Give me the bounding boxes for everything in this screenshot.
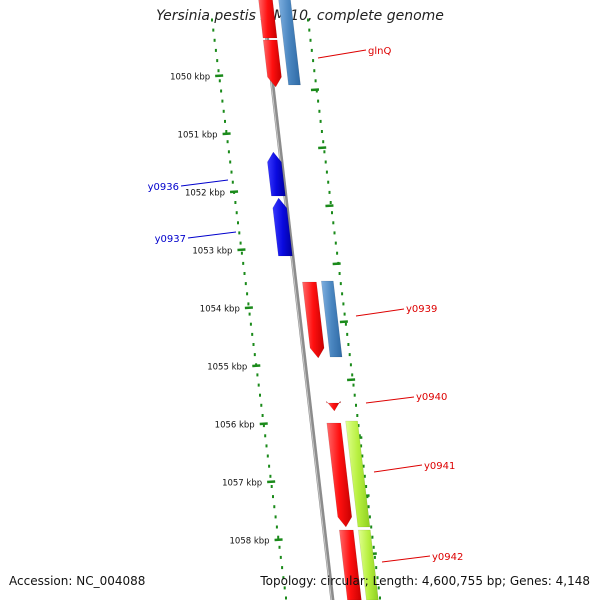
gene-label-y0936: y0936 bbox=[148, 182, 179, 193]
gene-label-y0942: y0942 bbox=[432, 552, 463, 563]
gene-label-y0941: y0941 bbox=[424, 461, 455, 472]
tick-mark bbox=[259, 422, 268, 426]
backbone-highlight bbox=[261, 0, 332, 600]
tick-mark bbox=[222, 132, 231, 136]
outer-tick-mark bbox=[339, 320, 348, 324]
gene-label-y0937: y0937 bbox=[155, 234, 186, 245]
tick-mark bbox=[252, 364, 261, 368]
gene-arrow-red bbox=[262, 39, 282, 88]
gene-arrow-red bbox=[339, 529, 362, 600]
gene-arrow-red bbox=[302, 281, 325, 359]
gene-label-leader bbox=[317, 49, 367, 59]
tick-mark bbox=[274, 538, 283, 542]
tick-label: 1057 kbp bbox=[222, 479, 262, 489]
accession-text: Accession: NC_004088 bbox=[9, 574, 146, 588]
gene-label-leader bbox=[355, 308, 405, 317]
gene-label-leader bbox=[187, 231, 237, 239]
tick-label: 1056 kbp bbox=[215, 421, 255, 431]
gene-arrow-lime bbox=[358, 529, 379, 600]
outer-tick-mark bbox=[347, 378, 356, 382]
gene-label-leader bbox=[373, 464, 423, 473]
gene-label-leader bbox=[365, 396, 415, 404]
map-title: Yersinia pestis KIM 10, complete genome bbox=[156, 8, 444, 24]
gene-arrow-steel bbox=[321, 280, 343, 358]
tick-label: 1050 kbp bbox=[170, 73, 210, 83]
tick-label: 1053 kbp bbox=[192, 247, 232, 257]
inner-dotted-guide bbox=[211, 18, 287, 600]
gene-arrow-blue bbox=[272, 197, 293, 257]
backbone-line bbox=[260, 0, 335, 600]
gene-label-y0939: y0939 bbox=[406, 304, 437, 315]
tick-mark bbox=[244, 306, 253, 310]
gene-arrow-steel bbox=[278, 0, 301, 86]
gene-arrow-lime bbox=[345, 420, 371, 528]
outer-tick-mark bbox=[318, 146, 327, 150]
tick-label: 1058 kbp bbox=[230, 537, 270, 547]
outer-tick-mark bbox=[325, 204, 334, 208]
tick-mark bbox=[237, 248, 246, 252]
gene-label-leader bbox=[381, 555, 431, 563]
tick-mark bbox=[267, 480, 276, 484]
tick-label: 1051 kbp bbox=[178, 131, 218, 141]
tick-mark bbox=[215, 74, 224, 78]
gene-arrow-red bbox=[325, 400, 341, 412]
gene-arrow-blue bbox=[267, 151, 286, 197]
outer-tick-mark bbox=[332, 262, 341, 266]
gene-arrow-red bbox=[326, 422, 353, 528]
tick-label: 1054 kbp bbox=[200, 305, 240, 315]
tick-mark bbox=[229, 190, 239, 194]
outer-tick-mark bbox=[310, 88, 320, 92]
gene-arrow-red bbox=[258, 0, 278, 39]
gene-label-y0940: y0940 bbox=[416, 392, 447, 403]
outer-dotted-guide bbox=[307, 18, 381, 600]
tick-label: 1055 kbp bbox=[207, 363, 247, 373]
summary-text: Topology: circular; Length: 4,600,755 bp… bbox=[260, 574, 590, 588]
tick-label: 1052 kbp bbox=[185, 189, 225, 199]
gene-label-glnQ: glnQ bbox=[368, 46, 391, 57]
gene-label-leader bbox=[180, 179, 229, 187]
